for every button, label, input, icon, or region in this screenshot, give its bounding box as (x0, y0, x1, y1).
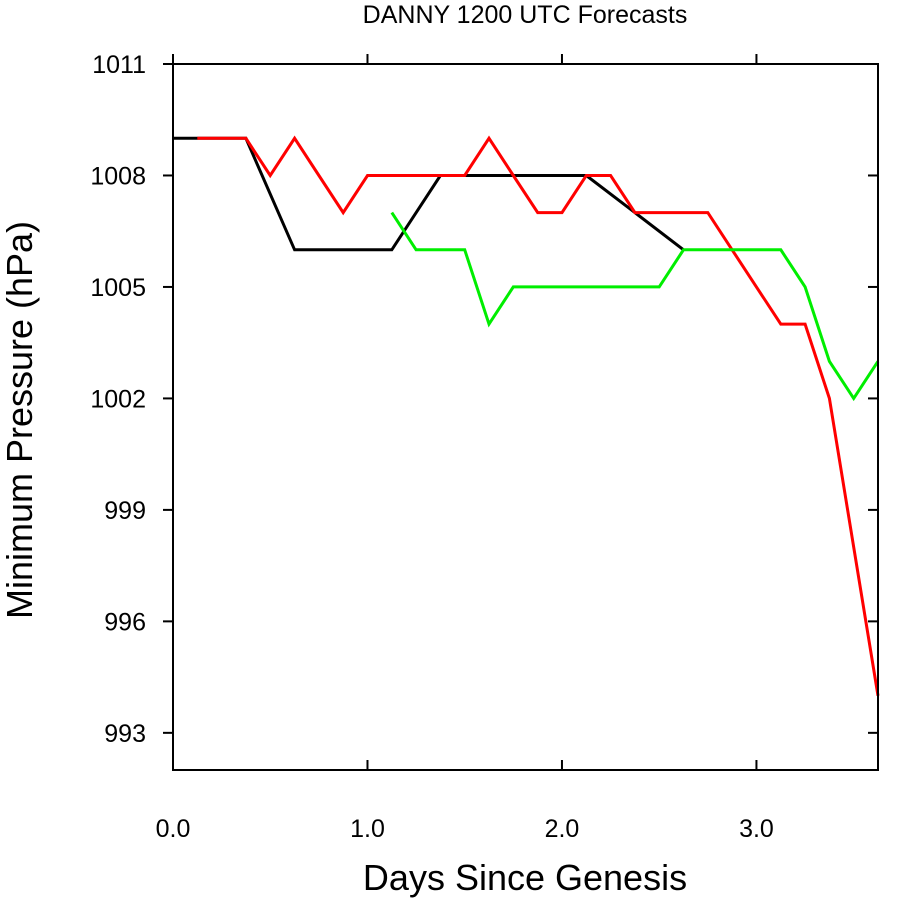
x-tick-label: 1.0 (350, 815, 385, 843)
y-tick-label: 1005 (90, 274, 146, 302)
plot-frame (172, 63, 879, 771)
chart-title: DANNY 1200 UTC Forecasts (363, 1, 688, 29)
series-line-1 (173, 136, 685, 252)
y-tick-label: 996 (104, 608, 146, 636)
y-tick-label: 999 (104, 497, 146, 525)
y-tick-label: 1011 (92, 51, 146, 79)
y-tick-label: 1008 (90, 162, 146, 190)
axis-ticks: 0.0 1.0 2.0 3.0 993 996 999 1002 1005 1008 1011 (90, 51, 878, 843)
x-tick-label: 0.0 (156, 815, 191, 843)
plot-area (173, 135, 880, 696)
y-axis-title: Minimum Pressure (hPa) (0, 221, 40, 619)
x-tick-label: 3.0 (739, 815, 774, 843)
x-tick-label: 2.0 (545, 815, 580, 843)
x-axis-title: Days Since Genesis (363, 857, 687, 898)
y-tick-label: 1002 (90, 385, 146, 413)
series-line-3 (390, 211, 880, 402)
series-line-2 (197, 135, 880, 696)
y-tick-label: 993 (104, 720, 146, 748)
